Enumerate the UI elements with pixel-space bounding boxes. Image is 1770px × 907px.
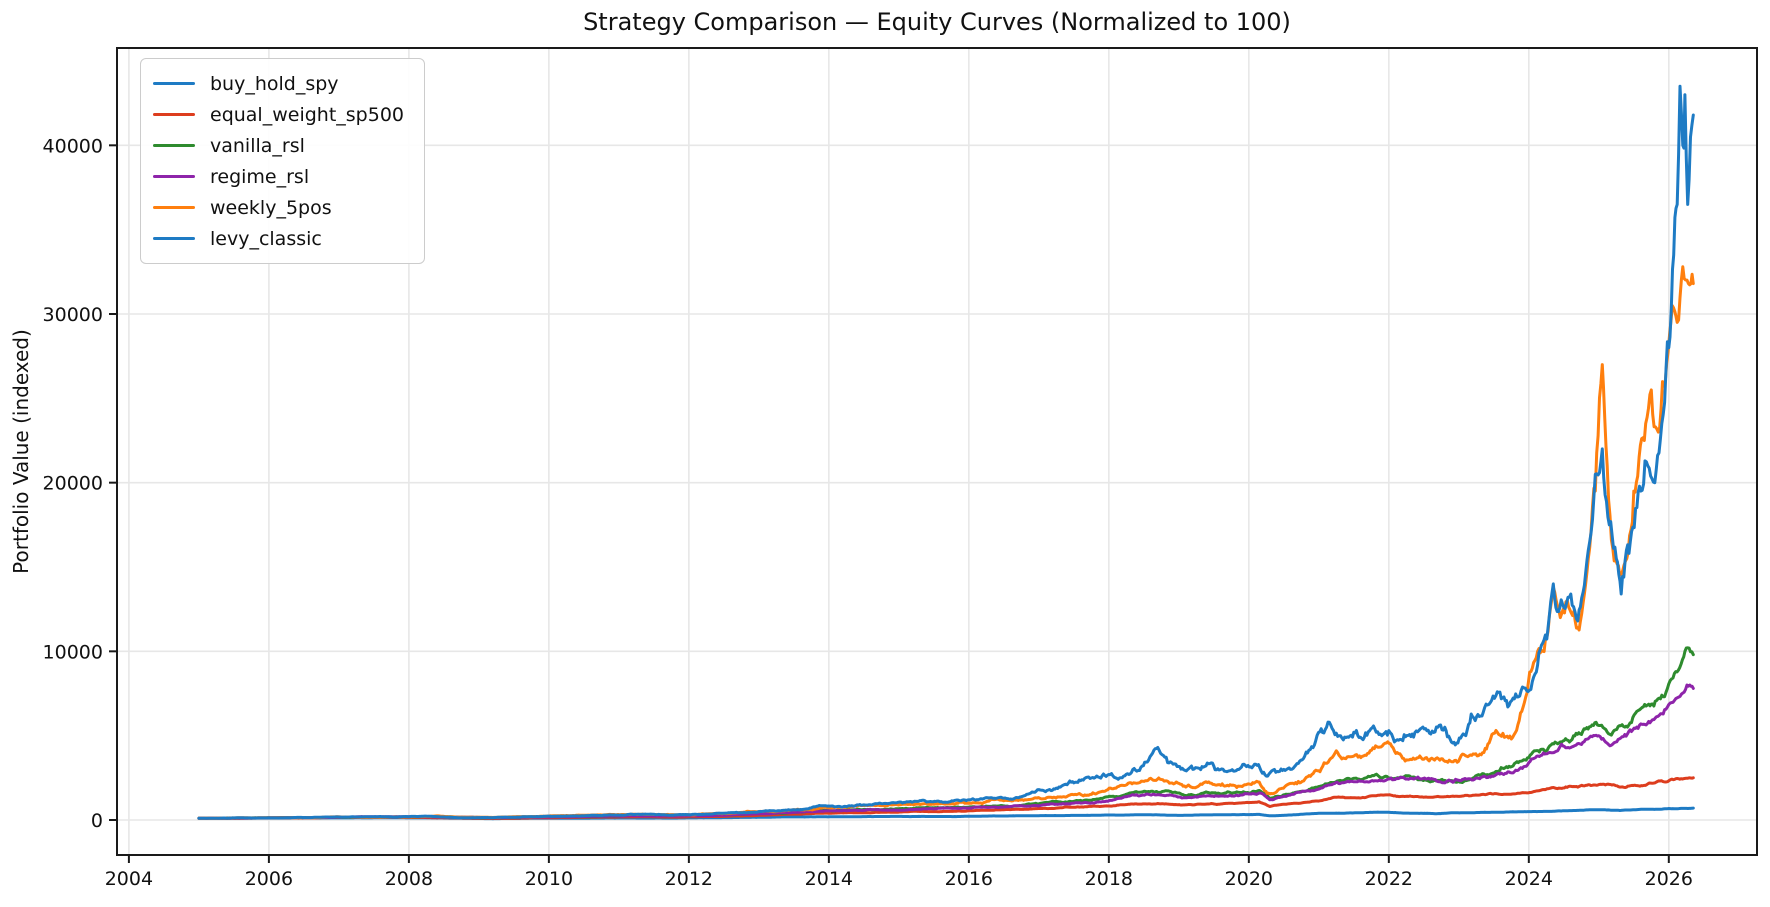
x-tick-label: 2016 [945, 868, 993, 890]
legend-item-weekly_5pos: weekly_5pos [153, 192, 404, 223]
series-line-weekly_5pos [197, 265, 1695, 820]
gridlines [117, 48, 1757, 855]
x-tick-label: 2014 [805, 868, 853, 890]
axes [109, 47, 1758, 863]
legend-label: equal_weight_sp500 [210, 103, 404, 126]
series-line-levy_classic [197, 84, 1695, 820]
y-tick-label: 10000 [43, 641, 103, 663]
legend-label: buy_hold_spy [210, 72, 339, 95]
legend-swatch-regime_rsl [153, 174, 195, 179]
plot-area-border [116, 47, 1758, 856]
legend-label: levy_classic [210, 227, 322, 250]
legend-item-equal_weight_sp500: equal_weight_sp500 [153, 99, 404, 130]
series-line-regime_rsl [197, 683, 1695, 820]
y-axis-label: Portfolio Value (indexed) [9, 329, 33, 574]
chart-title: Strategy Comparison — Equity Curves (Nor… [583, 8, 1291, 36]
series-line-vanilla_rsl [197, 646, 1695, 820]
x-tick-label: 2012 [665, 868, 713, 890]
legend-label: regime_rsl [210, 165, 310, 188]
legend-item-regime_rsl: regime_rsl [153, 161, 404, 192]
legend-swatch-weekly_5pos [153, 205, 195, 210]
legend-swatch-levy_classic [153, 236, 195, 241]
legend-label: weekly_5pos [210, 196, 332, 219]
y-tick-label: 0 [91, 810, 103, 832]
legend-label: vanilla_rsl [210, 134, 305, 157]
x-tick-label: 2018 [1085, 868, 1133, 890]
x-tick-label: 2024 [1505, 868, 1553, 890]
legend-swatch-buy_hold_spy [153, 81, 195, 86]
x-tick-label: 2026 [1645, 868, 1693, 890]
x-tick-label: 2004 [105, 868, 153, 890]
legend-item-buy_hold_spy: buy_hold_spy [153, 68, 404, 99]
x-tick-label: 2020 [1225, 868, 1273, 890]
legend-swatch-equal_weight_sp500 [153, 112, 195, 117]
y-tick-label: 20000 [43, 473, 103, 495]
x-tick-label: 2022 [1365, 868, 1413, 890]
legend-item-levy_classic: levy_classic [153, 223, 404, 254]
legend-item-vanilla_rsl: vanilla_rsl [153, 130, 404, 161]
y-tick-label: 30000 [43, 304, 103, 326]
x-tick-label: 2008 [385, 868, 433, 890]
y-tick-label: 40000 [43, 135, 103, 157]
legend-swatch-vanilla_rsl [153, 143, 195, 148]
x-tick-label: 2006 [245, 868, 293, 890]
x-tick-label: 2010 [525, 868, 573, 890]
legend: buy_hold_spy equal_weight_sp500 vanilla_rs… [140, 58, 425, 264]
